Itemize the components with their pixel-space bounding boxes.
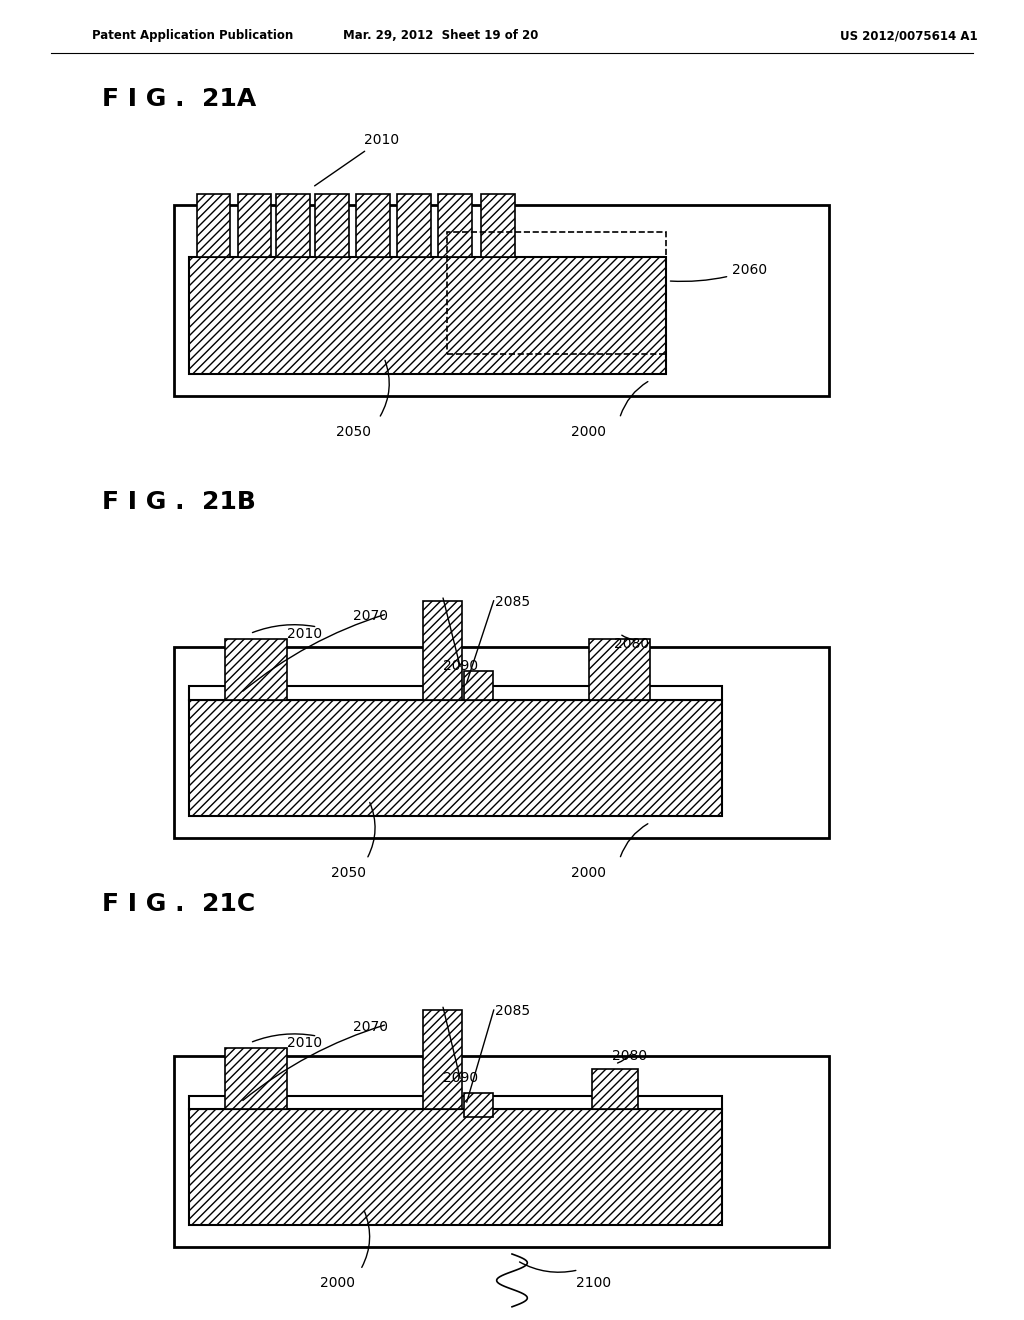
Text: 2010: 2010 <box>287 627 322 640</box>
Bar <box>225 1048 287 1109</box>
Bar <box>447 232 666 354</box>
Text: 2090: 2090 <box>443 659 478 673</box>
Bar <box>397 194 431 257</box>
Text: 2010: 2010 <box>287 1036 322 1049</box>
Bar <box>197 194 230 257</box>
Text: 2085: 2085 <box>495 595 529 609</box>
Bar <box>189 686 722 700</box>
Bar <box>592 1069 638 1109</box>
Text: 2000: 2000 <box>571 866 606 880</box>
Bar <box>423 1010 462 1109</box>
Bar <box>174 205 829 396</box>
Text: F I G .  21B: F I G . 21B <box>102 490 256 513</box>
Text: 2080: 2080 <box>612 1049 647 1063</box>
Bar <box>315 194 349 257</box>
Bar <box>189 1096 722 1109</box>
Bar <box>174 647 829 838</box>
Bar <box>238 194 271 257</box>
Bar <box>481 194 515 257</box>
Bar <box>464 1093 493 1117</box>
Bar <box>464 671 493 700</box>
Text: US 2012/0075614 A1: US 2012/0075614 A1 <box>840 29 977 42</box>
Text: F I G .  21C: F I G . 21C <box>102 892 256 916</box>
Text: 2070: 2070 <box>353 610 388 623</box>
Bar <box>174 1056 829 1247</box>
Text: 2070: 2070 <box>353 1020 388 1034</box>
Text: 2085: 2085 <box>495 1005 529 1018</box>
Text: 2000: 2000 <box>321 1276 355 1291</box>
Bar <box>189 257 666 374</box>
Bar <box>589 639 650 700</box>
Text: Mar. 29, 2012  Sheet 19 of 20: Mar. 29, 2012 Sheet 19 of 20 <box>343 29 538 42</box>
Bar <box>189 1109 722 1225</box>
Bar <box>356 194 390 257</box>
Text: F I G .  21A: F I G . 21A <box>102 87 257 111</box>
Text: 2050: 2050 <box>331 866 366 880</box>
Text: 2060: 2060 <box>671 263 767 281</box>
Text: Patent Application Publication: Patent Application Publication <box>92 29 294 42</box>
Bar <box>189 700 722 816</box>
Bar <box>438 194 472 257</box>
Bar <box>423 601 462 700</box>
Text: 2010: 2010 <box>314 133 398 186</box>
Text: 2000: 2000 <box>571 425 606 440</box>
Text: 2080: 2080 <box>614 638 649 651</box>
Text: 2090: 2090 <box>443 1071 478 1085</box>
Bar <box>225 639 287 700</box>
Bar <box>276 194 310 257</box>
Text: 2100: 2100 <box>577 1276 611 1291</box>
Text: 2050: 2050 <box>336 425 371 440</box>
